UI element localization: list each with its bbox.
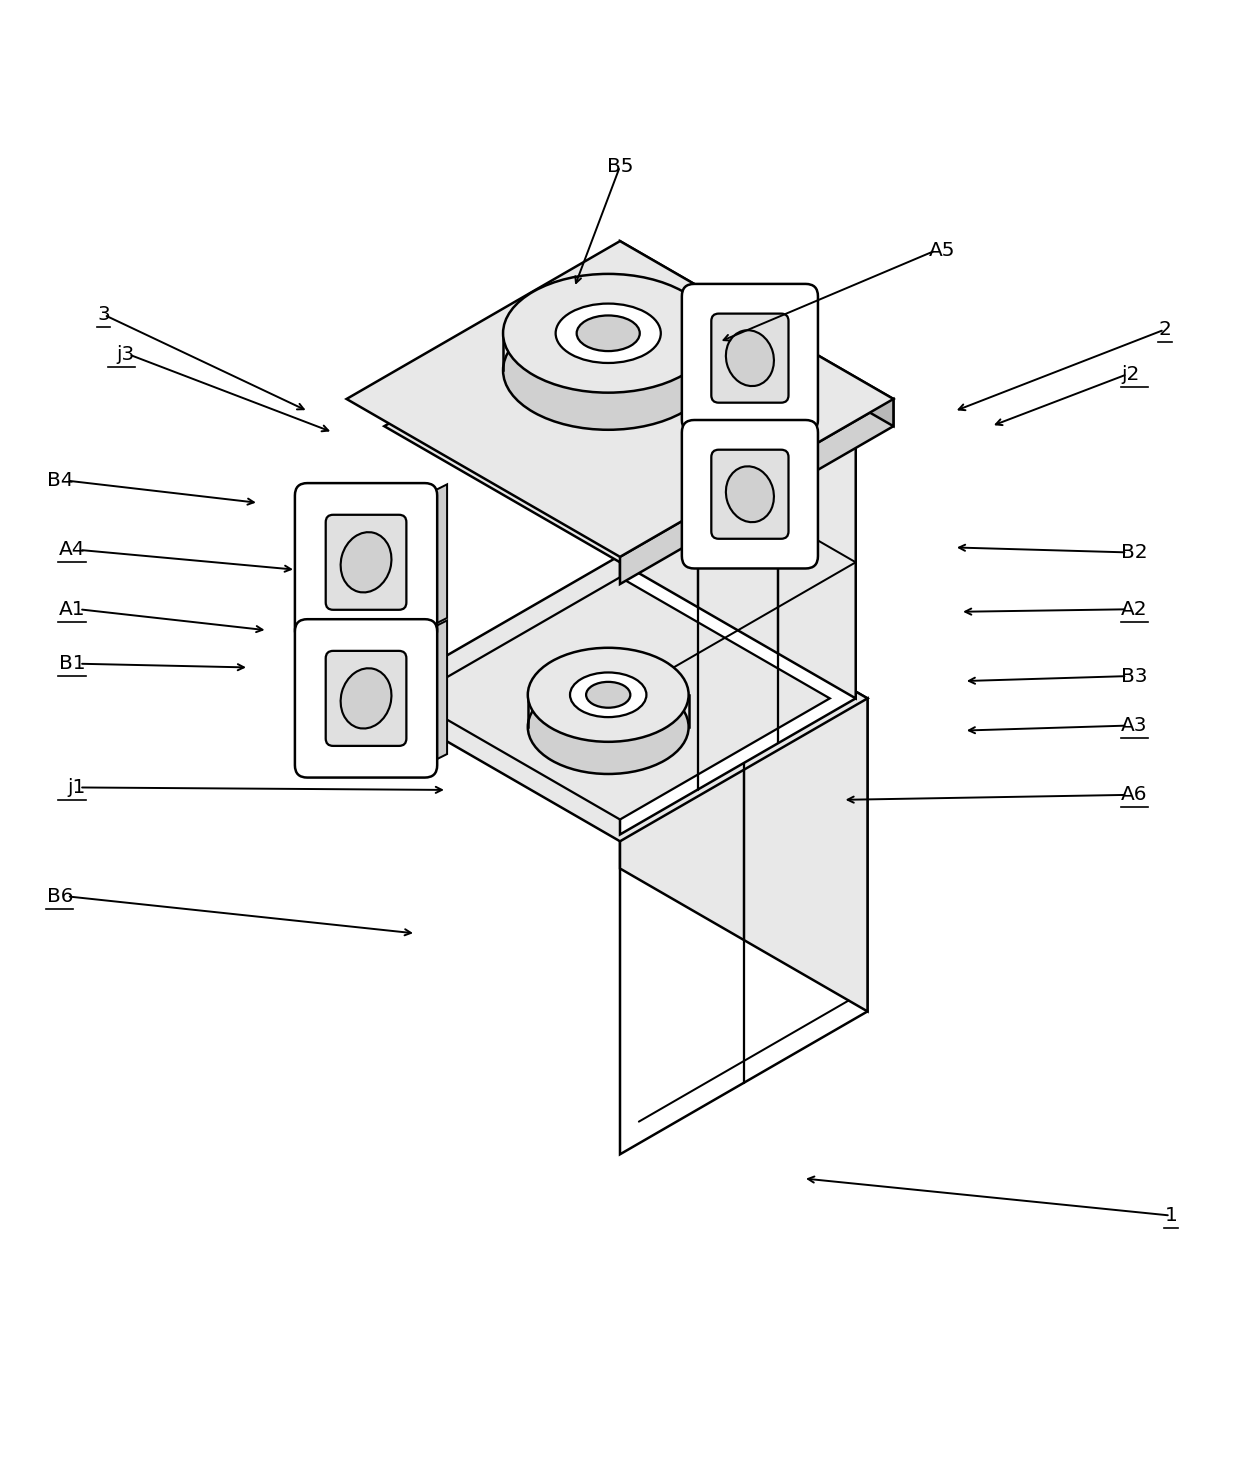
FancyBboxPatch shape — [682, 284, 818, 432]
Text: B3: B3 — [1121, 666, 1147, 685]
FancyBboxPatch shape — [326, 515, 407, 610]
Ellipse shape — [503, 310, 713, 430]
Polygon shape — [372, 556, 868, 841]
Text: A5: A5 — [929, 241, 956, 260]
Text: A2: A2 — [1121, 600, 1148, 619]
Ellipse shape — [577, 315, 640, 352]
Ellipse shape — [503, 274, 713, 393]
Polygon shape — [620, 699, 868, 1155]
FancyBboxPatch shape — [682, 421, 818, 568]
Text: 3: 3 — [98, 306, 110, 324]
Polygon shape — [346, 241, 894, 558]
Ellipse shape — [341, 533, 392, 593]
FancyBboxPatch shape — [295, 619, 438, 778]
Text: B6: B6 — [47, 887, 73, 906]
Text: B4: B4 — [47, 471, 73, 490]
Polygon shape — [425, 621, 448, 765]
Text: j2: j2 — [1121, 365, 1140, 384]
Ellipse shape — [528, 647, 688, 741]
FancyBboxPatch shape — [712, 450, 789, 538]
Text: A3: A3 — [1121, 716, 1147, 736]
Polygon shape — [410, 577, 830, 819]
Text: 2: 2 — [1158, 321, 1171, 340]
FancyBboxPatch shape — [326, 650, 407, 746]
Polygon shape — [425, 484, 448, 630]
Text: A6: A6 — [1121, 786, 1147, 805]
Ellipse shape — [341, 668, 392, 728]
Text: B5: B5 — [606, 157, 634, 177]
Text: A1: A1 — [58, 600, 86, 619]
Polygon shape — [620, 241, 894, 427]
Polygon shape — [384, 290, 856, 562]
Text: j3: j3 — [117, 344, 135, 363]
Polygon shape — [620, 556, 868, 1012]
Text: B1: B1 — [58, 655, 86, 674]
Ellipse shape — [528, 680, 688, 774]
Ellipse shape — [587, 683, 630, 708]
Text: A4: A4 — [58, 540, 86, 559]
Ellipse shape — [570, 672, 646, 718]
Polygon shape — [620, 290, 856, 699]
Text: B2: B2 — [1121, 543, 1148, 562]
FancyBboxPatch shape — [295, 482, 438, 641]
FancyBboxPatch shape — [712, 313, 789, 403]
Ellipse shape — [725, 466, 774, 522]
Ellipse shape — [556, 303, 661, 363]
Text: j1: j1 — [67, 778, 86, 797]
Text: 1: 1 — [1164, 1206, 1177, 1225]
Polygon shape — [694, 285, 717, 421]
Polygon shape — [620, 427, 856, 834]
Polygon shape — [620, 399, 894, 584]
Ellipse shape — [725, 330, 774, 385]
Polygon shape — [694, 421, 717, 556]
